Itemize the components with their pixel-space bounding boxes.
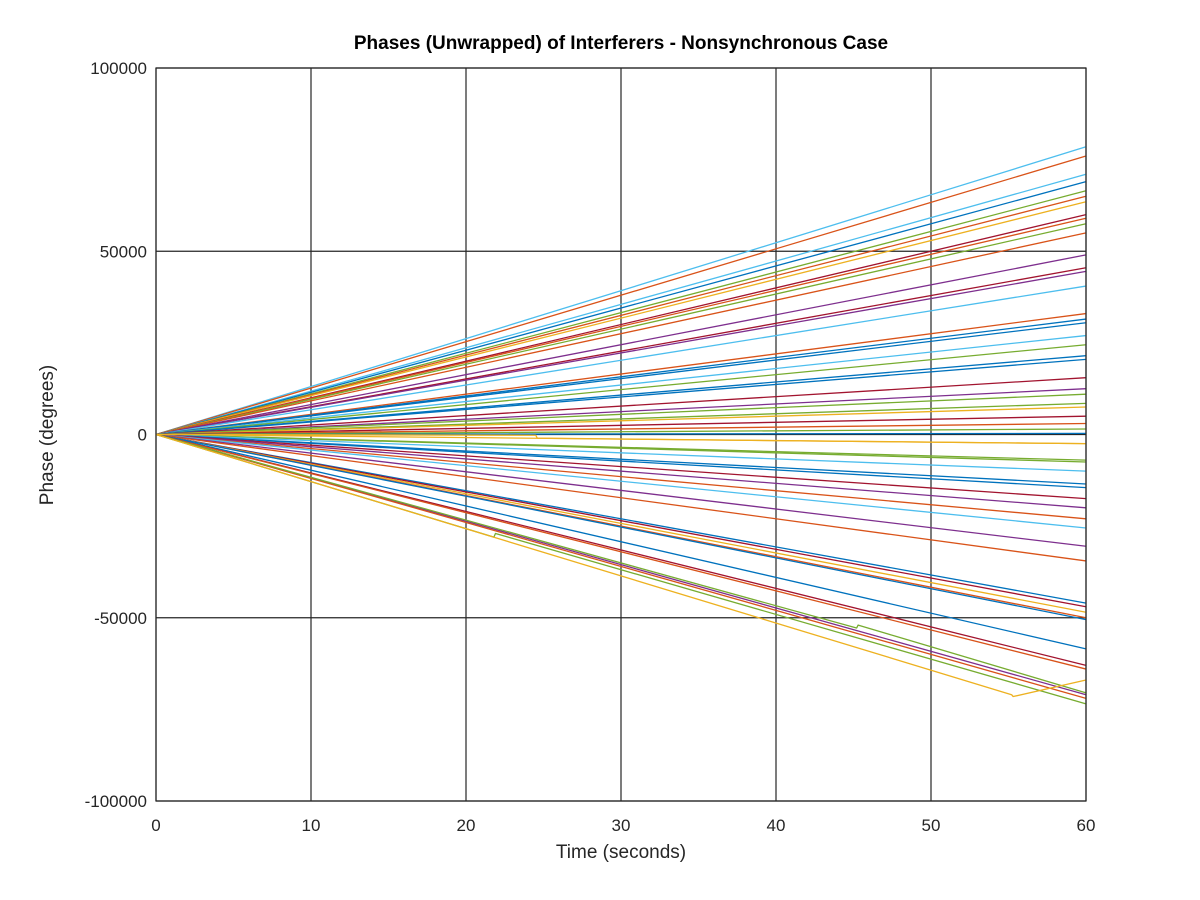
series-line <box>155 180 1087 436</box>
series-line <box>155 433 1087 489</box>
series-line <box>155 433 1087 529</box>
y-ticks: -100000 -50000 0 50000 100000 <box>85 59 147 811</box>
series-line <box>155 406 1087 436</box>
series-lines <box>155 146 1087 705</box>
x-tick-label: 30 <box>612 816 631 835</box>
series-line <box>155 433 1087 472</box>
series-line <box>155 433 1087 700</box>
y-tick-label: -100000 <box>85 792 147 811</box>
y-tick-label: -50000 <box>94 609 147 628</box>
x-axis-label: Time (seconds) <box>556 842 686 863</box>
series-line <box>155 433 1087 520</box>
series-line <box>155 312 1087 436</box>
series-line <box>155 433 1087 547</box>
x-tick-label: 0 <box>151 816 160 835</box>
series-line <box>155 232 1087 436</box>
series-line <box>155 433 1087 670</box>
series-line <box>155 217 1087 436</box>
x-tick-label: 50 <box>922 816 941 835</box>
series-line <box>155 377 1087 436</box>
series-line <box>155 223 1087 436</box>
series-line <box>155 393 1087 436</box>
series-line <box>155 433 1087 621</box>
series-line <box>155 433 1087 463</box>
x-ticks: 0 10 20 30 40 50 60 <box>151 816 1095 835</box>
series-line <box>155 433 1087 608</box>
series-line <box>155 433 1087 500</box>
series-line <box>155 433 1087 650</box>
axes-box <box>155 67 1087 802</box>
series-line <box>155 201 1087 436</box>
series-line <box>155 344 1087 436</box>
y-tick-label: 100000 <box>90 59 147 78</box>
series-line <box>155 195 1087 436</box>
series-line <box>155 190 1087 436</box>
series-line <box>155 428 1087 436</box>
series-line <box>155 433 1087 613</box>
series-line <box>155 334 1087 436</box>
chart-title: Phases (Unwrapped) of Interferers - Nons… <box>354 33 888 54</box>
y-axis-label: Phase (degrees) <box>37 365 58 505</box>
series-line <box>155 285 1087 436</box>
series-line <box>155 422 1087 436</box>
series-line <box>155 173 1087 436</box>
series-line <box>155 254 1087 436</box>
series-line <box>155 358 1087 436</box>
y-tick-label: 0 <box>138 426 147 445</box>
x-tick-label: 10 <box>302 816 321 835</box>
series-line <box>155 433 1087 562</box>
x-tick-label: 40 <box>767 816 786 835</box>
series-line <box>155 322 1087 436</box>
series-line <box>155 146 1087 436</box>
series-line <box>155 433 1087 509</box>
x-tick-label: 20 <box>457 816 476 835</box>
series-line <box>155 433 1087 698</box>
series-line <box>155 270 1087 436</box>
series-line <box>155 155 1087 436</box>
x-tick-label: 60 <box>1077 816 1096 835</box>
series-line <box>155 433 1087 694</box>
series-line <box>155 433 1087 445</box>
series-line <box>155 388 1087 436</box>
series-line <box>155 415 1087 436</box>
y-tick-label: 50000 <box>100 242 147 261</box>
